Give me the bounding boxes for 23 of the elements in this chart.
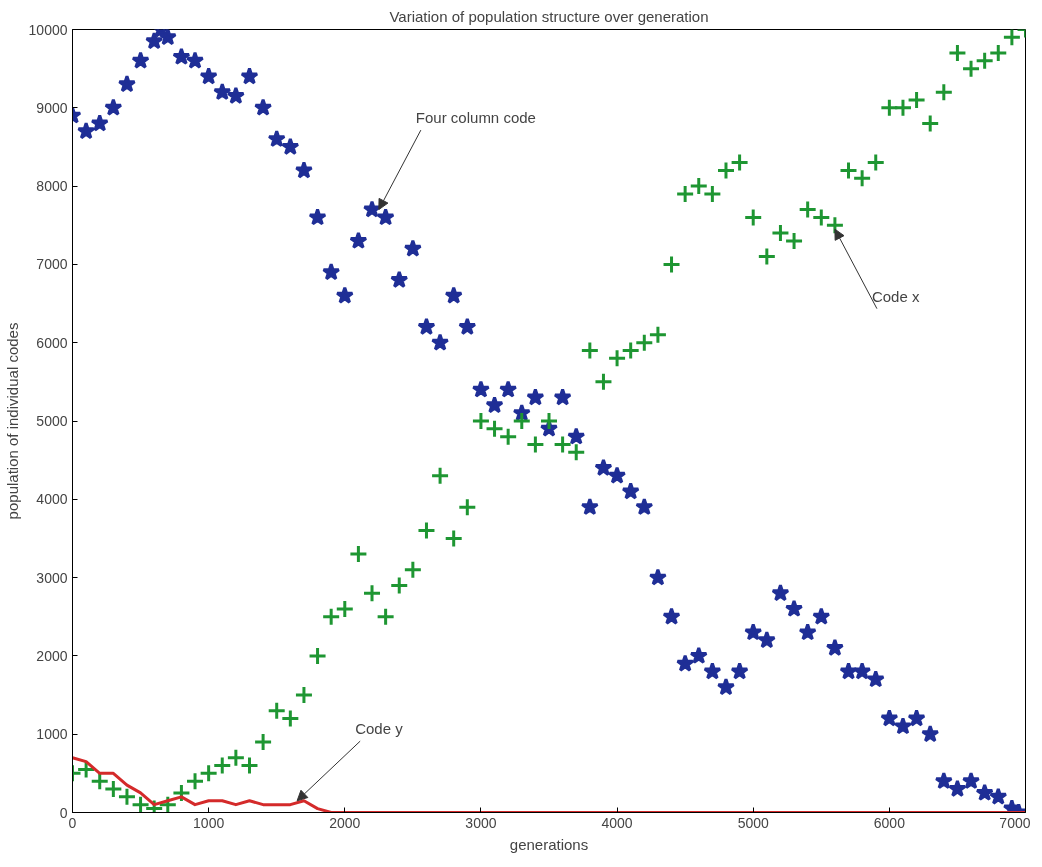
y-tick-label: 4000 xyxy=(36,491,68,508)
x-tick-label: 1000 xyxy=(193,814,225,831)
x-tick-label: 2000 xyxy=(329,814,361,831)
chart-title: Variation of population structure over generation xyxy=(389,7,709,25)
x-tick-label: 6000 xyxy=(873,814,906,831)
annotation: Code y xyxy=(355,720,404,738)
x-tick-label: 5000 xyxy=(737,814,769,831)
annotation: Code x xyxy=(871,287,920,305)
y-tick-label: 3000 xyxy=(36,569,68,586)
y-axis-title: population of individual codes xyxy=(3,322,21,520)
x-tick-label: 4000 xyxy=(601,814,633,831)
y-tick-label: 8000 xyxy=(36,178,68,195)
y-tick-label: 6000 xyxy=(36,334,68,351)
y-tick-label: 7000 xyxy=(36,256,68,273)
y-tick-label: 10000 xyxy=(28,21,68,38)
annotation: Four column code xyxy=(415,109,536,127)
y-tick-label: 5000 xyxy=(36,413,68,429)
x-tick-label: 3000 xyxy=(465,814,497,831)
y-tick-label: 9000 xyxy=(36,99,68,116)
x-tick-label: 7000 xyxy=(999,814,1031,831)
y-tick-label: 1000 xyxy=(36,726,68,743)
y-tick-label: 2000 xyxy=(36,647,68,664)
x-axis-title: generations xyxy=(509,835,589,853)
